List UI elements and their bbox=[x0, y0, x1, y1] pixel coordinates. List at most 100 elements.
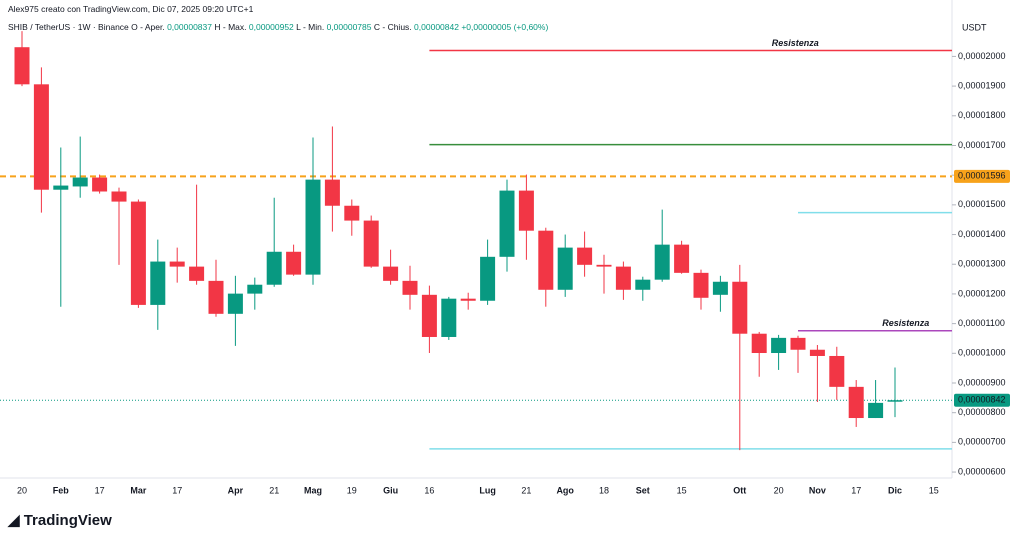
candle-body bbox=[518, 190, 534, 231]
y-tick-label: 0,00001200 bbox=[958, 288, 1006, 298]
y-tick-label: 0,00000600 bbox=[958, 466, 1006, 476]
candle-body bbox=[169, 261, 185, 267]
ohlc-value: 0,00000842 bbox=[414, 22, 459, 32]
candle-body bbox=[130, 201, 146, 305]
candle-body bbox=[383, 266, 399, 281]
y-tick-label: 0,00000700 bbox=[958, 437, 1006, 447]
change: +0,00000005 (+0,60%) bbox=[461, 22, 549, 32]
y-tick-label: 0,00001900 bbox=[958, 80, 1006, 90]
candle-body bbox=[848, 386, 864, 419]
x-tick-label: 17 bbox=[95, 485, 105, 495]
x-tick-label: Set bbox=[636, 485, 650, 495]
x-tick-label: 18 bbox=[599, 485, 609, 495]
x-tick-label: Feb bbox=[53, 485, 70, 495]
candle-body bbox=[324, 179, 340, 206]
candle-body bbox=[693, 272, 709, 298]
ohlc-value: 0,00000952 bbox=[248, 22, 294, 32]
candle-body bbox=[771, 337, 787, 354]
ohlc-label: L - Min. bbox=[296, 22, 325, 32]
candle-body bbox=[150, 261, 166, 305]
candle-body bbox=[227, 293, 243, 314]
candle-body bbox=[305, 179, 321, 275]
candle-body bbox=[92, 177, 108, 192]
y-tick-label: 0,00002000 bbox=[958, 51, 1006, 61]
candle-body bbox=[72, 177, 88, 187]
logo: ◢ TradingView bbox=[8, 512, 112, 529]
candle-body bbox=[208, 280, 224, 314]
x-tick-label: Ago bbox=[556, 485, 574, 495]
candle-body bbox=[635, 279, 651, 290]
candle-body bbox=[732, 281, 748, 334]
y-tick-label: 0,00001800 bbox=[958, 110, 1006, 120]
ohlc-label: O - Aper. bbox=[131, 22, 165, 32]
candle-body bbox=[654, 244, 670, 280]
price-label-box bbox=[954, 393, 1010, 407]
candle-body bbox=[460, 298, 476, 301]
x-tick-label: Mag bbox=[304, 485, 322, 495]
candle-body bbox=[538, 230, 554, 290]
x-tick-label: 21 bbox=[269, 485, 279, 495]
level-annotation: Resistenza bbox=[882, 318, 929, 328]
ohlc-value: 0,00000785 bbox=[326, 22, 372, 32]
candle-body bbox=[247, 284, 263, 294]
candle-body bbox=[712, 281, 728, 295]
candle-body bbox=[674, 244, 690, 273]
author-line: Alex975 creato con TradingView.com, Dic … bbox=[8, 4, 254, 14]
candle-body bbox=[421, 294, 437, 337]
candle-body bbox=[480, 256, 496, 301]
y-tick-label: 0,00000800 bbox=[958, 407, 1006, 417]
x-tick-label: 20 bbox=[17, 485, 27, 495]
price-label: 0,00001596 bbox=[958, 171, 1006, 181]
x-tick-label: Ott bbox=[733, 485, 746, 495]
level-annotation: Resistenza bbox=[772, 38, 819, 48]
candle-body bbox=[189, 266, 205, 281]
y-tick-label: 0,00001300 bbox=[958, 259, 1006, 269]
x-tick-label: 17 bbox=[172, 485, 182, 495]
x-tick-label: Nov bbox=[809, 485, 826, 495]
price-label-box bbox=[954, 169, 1010, 183]
x-tick-label: 20 bbox=[774, 485, 784, 495]
x-tick-label: 19 bbox=[347, 485, 357, 495]
symbol: SHIB / TetherUS · 1W · Binance bbox=[8, 22, 129, 32]
candle-body bbox=[111, 191, 127, 202]
candle-body bbox=[363, 220, 379, 267]
y-tick-label: 0,00001100 bbox=[958, 318, 1005, 328]
y-tick-label: 0,00001700 bbox=[958, 140, 1006, 150]
candle-body bbox=[14, 47, 30, 85]
candle-body bbox=[33, 84, 49, 190]
ohlc-label: C - Chius. bbox=[373, 22, 412, 32]
x-tick-label: 15 bbox=[677, 485, 687, 495]
y-tick-label: 0,00001400 bbox=[958, 229, 1006, 239]
x-tick-label: Giu bbox=[383, 485, 398, 495]
ohlc-label: H - Max. bbox=[214, 22, 247, 32]
candle-body bbox=[266, 251, 282, 285]
candle-body bbox=[499, 190, 515, 257]
candle-body bbox=[286, 251, 302, 275]
candle-body bbox=[868, 402, 884, 419]
logo-text: TradingView bbox=[23, 512, 112, 529]
y-unit: USDT bbox=[962, 22, 987, 32]
x-tick-label: 16 bbox=[424, 485, 434, 495]
y-tick-label: 0,00001500 bbox=[958, 199, 1006, 209]
candle-body bbox=[577, 247, 593, 265]
candle-body bbox=[809, 349, 825, 356]
x-tick-label: 21 bbox=[521, 485, 531, 495]
y-tick-label: 0,00001000 bbox=[958, 348, 1006, 358]
price-label: 0,00000842 bbox=[958, 395, 1006, 405]
x-tick-label: 15 bbox=[929, 485, 939, 495]
candle-body bbox=[615, 266, 631, 290]
candle-body bbox=[53, 185, 69, 190]
candle-body bbox=[829, 355, 845, 387]
x-tick-label: Apr bbox=[228, 485, 244, 495]
x-tick-label: Mar bbox=[130, 485, 147, 495]
candle-body bbox=[557, 247, 573, 290]
candle-body bbox=[402, 280, 418, 295]
candle-body bbox=[441, 298, 457, 337]
candle-body bbox=[751, 333, 767, 354]
symbol-legend: SHIB / TetherUS · 1W · Binance O - Aper.… bbox=[8, 22, 548, 32]
x-tick-label: Dic bbox=[888, 485, 902, 495]
candle-body bbox=[790, 337, 806, 350]
x-tick-label: Lug bbox=[479, 485, 496, 495]
